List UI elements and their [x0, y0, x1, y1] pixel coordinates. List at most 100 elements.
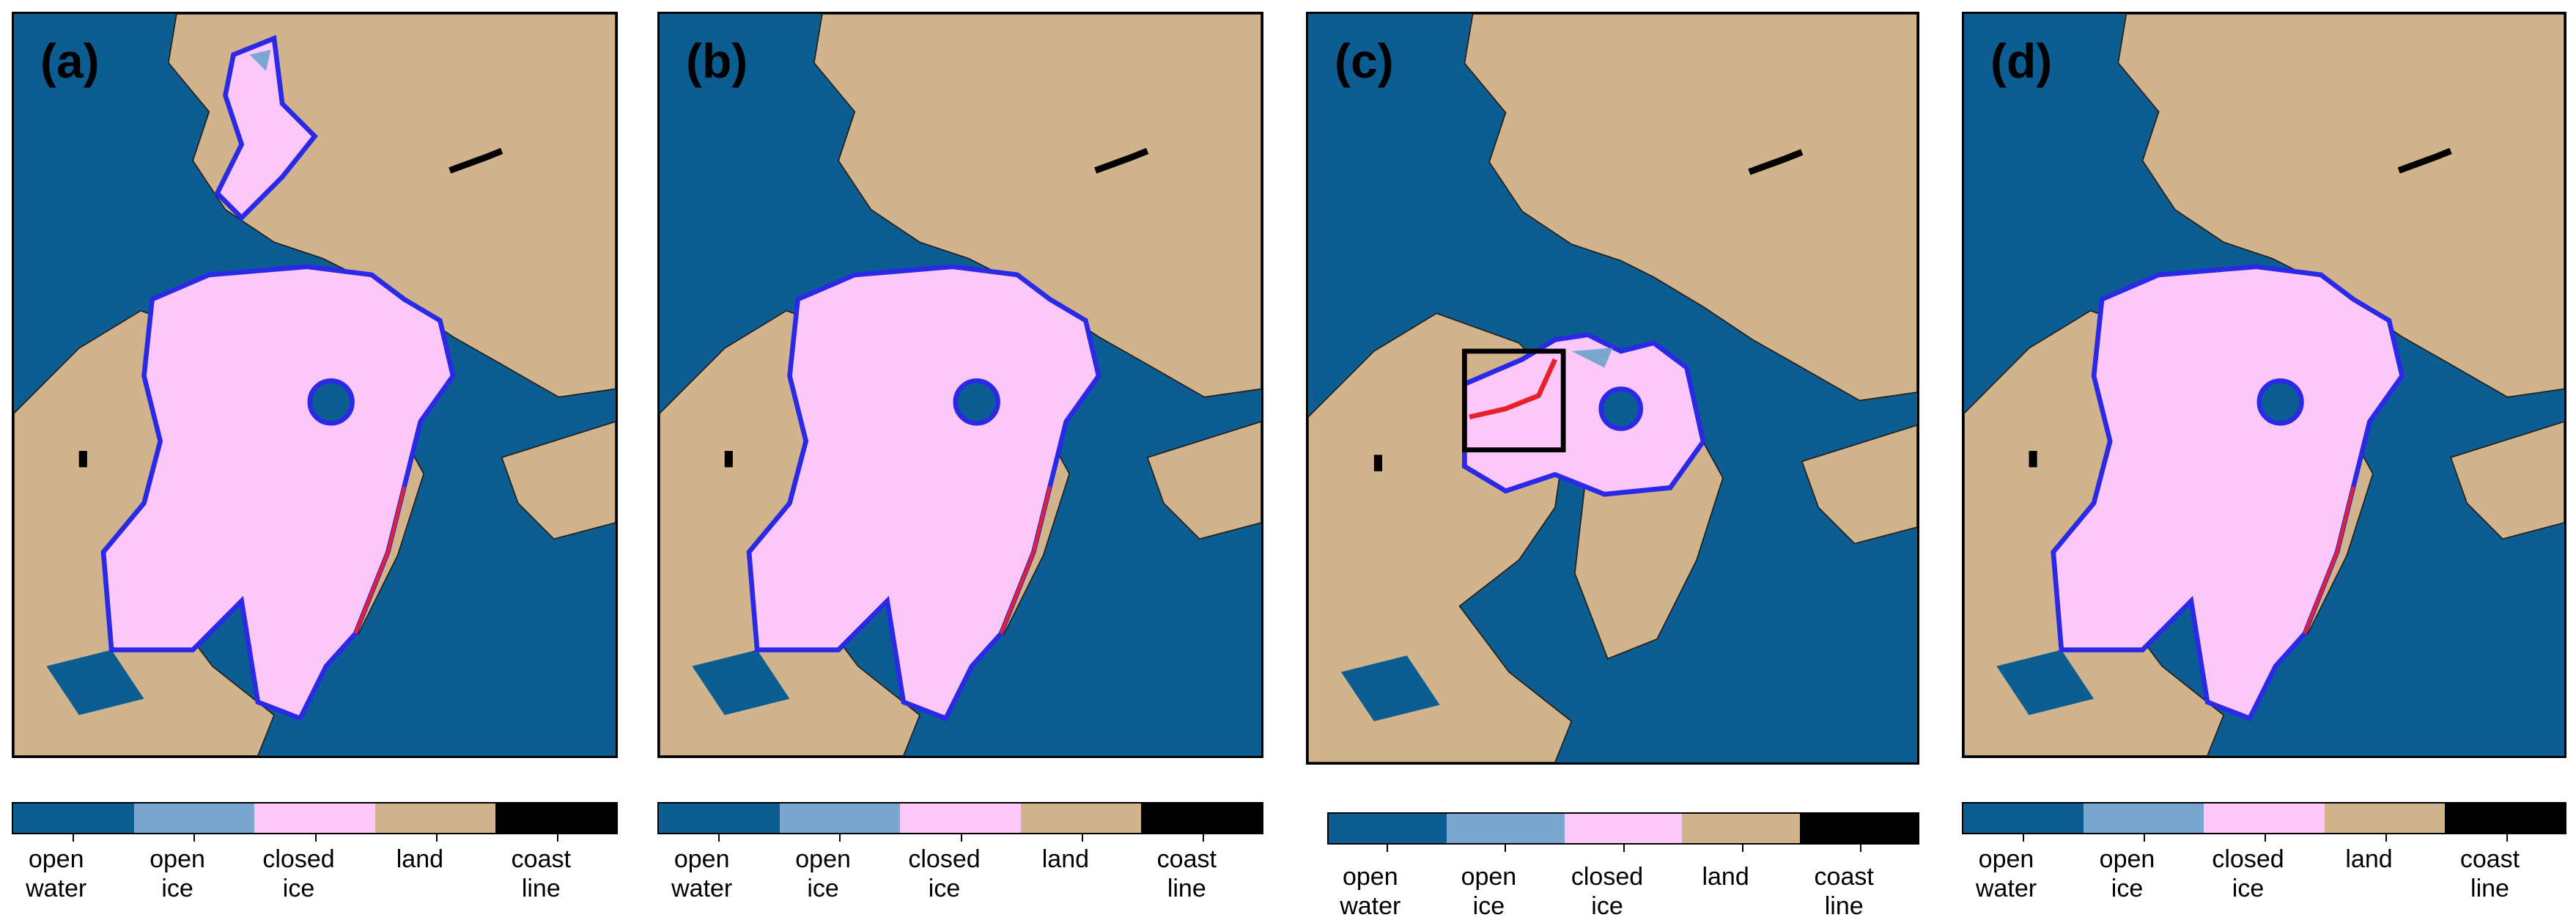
- colorbar-tick: [2143, 834, 2145, 842]
- legend-label: land: [2311, 845, 2428, 874]
- legend-label-line: open: [1461, 863, 1517, 891]
- colorbar-tick: [1203, 834, 1205, 842]
- colorbar-tick: [557, 834, 559, 842]
- colorbar-tick: [1505, 845, 1507, 852]
- map: [14, 14, 616, 756]
- legend-label: closed ice: [1549, 862, 1666, 921]
- legend-label: coast line: [1128, 845, 1245, 903]
- colorbar-swatch: [659, 804, 780, 833]
- colorbar-tick: [960, 834, 962, 842]
- colorbar-tick: [839, 834, 841, 842]
- legend-label: coast line: [2432, 845, 2549, 903]
- panel-label: (d): [1990, 34, 2053, 88]
- legend-label-line: land: [1041, 845, 1090, 873]
- legend-label-line: ice: [1591, 892, 1623, 920]
- legend-label-line: ice: [928, 875, 961, 902]
- legend-label-line: open: [1978, 845, 2034, 873]
- colorbar-tick: [1741, 845, 1743, 852]
- colorbar-tick: [1081, 834, 1083, 842]
- legend-label: open water: [0, 845, 115, 903]
- colorbar-swatch: [2444, 804, 2566, 833]
- colorbar: [1962, 802, 2566, 834]
- legend-label-line: open: [795, 845, 851, 873]
- legend-label: coast line: [1785, 862, 1903, 921]
- legend-label-line: line: [1167, 875, 1206, 902]
- legend-label-line: ice: [282, 875, 315, 902]
- legend-label: closed ice: [240, 845, 358, 903]
- map: [1308, 14, 1917, 762]
- map-panel: (c): [1306, 12, 1919, 765]
- legend-label-line: water: [1975, 875, 2037, 902]
- colorbar-tick: [1386, 845, 1388, 852]
- legend-label-line: water: [671, 875, 733, 902]
- legend-label: open ice: [119, 845, 236, 903]
- colorbar-tick: [435, 834, 438, 842]
- legend-label-line: ice: [1472, 892, 1505, 920]
- colorbar-tick: [2264, 834, 2266, 842]
- colorbar-tick: [2506, 834, 2508, 842]
- colorbar-tick: [1623, 845, 1625, 852]
- legend-label-line: ice: [2232, 875, 2265, 902]
- colorbar-swatch: [1963, 804, 2084, 833]
- legend-label: open ice: [2069, 845, 2186, 903]
- legend-label-line: closed: [262, 845, 335, 873]
- legend-label-line: closed: [2212, 845, 2284, 873]
- colorbar-tick: [717, 834, 720, 842]
- colorbar-swatch: [1446, 814, 1565, 843]
- ice-big: [749, 267, 1099, 718]
- legend-label: land: [361, 845, 479, 874]
- colorbar-swatch: [1020, 804, 1142, 833]
- legend-label-line: ice: [2111, 875, 2144, 902]
- legend-label: open water: [1948, 845, 2065, 903]
- colorbar-swatch: [13, 804, 134, 833]
- legend-label: open ice: [1430, 862, 1547, 921]
- panel-label: (b): [686, 34, 748, 88]
- map: [660, 14, 1261, 756]
- colorbar-swatch: [1329, 814, 1447, 843]
- map-panel: (b): [657, 12, 1263, 758]
- legend-label: open ice: [764, 845, 882, 903]
- legend-label-line: water: [26, 875, 87, 902]
- legend-label-line: closed: [908, 845, 981, 873]
- legend-label-line: coast: [1814, 863, 1874, 891]
- colorbar-swatch: [2324, 804, 2445, 833]
- legend-label: land: [1667, 862, 1785, 891]
- legend-label-line: land: [1702, 863, 1749, 891]
- legend-label-line: land: [2345, 845, 2393, 873]
- colorbar-tick: [193, 834, 196, 842]
- colorbar-swatch: [1141, 804, 1262, 833]
- map-panel: (d): [1962, 12, 2566, 758]
- colorbar-swatch: [1800, 814, 1918, 843]
- colorbar-swatch: [374, 804, 496, 833]
- legend-label: open water: [1312, 862, 1429, 921]
- legend-label-line: coast: [511, 845, 571, 873]
- colorbar-tick: [72, 834, 74, 842]
- legend-label-line: land: [396, 845, 444, 873]
- colorbar: [1327, 812, 1919, 845]
- legend-label-line: line: [1824, 892, 1864, 920]
- legend-label-line: coast: [1156, 845, 1217, 873]
- legend-label: land: [1007, 845, 1124, 874]
- map: [1964, 14, 2564, 756]
- legend-label-line: open: [1342, 863, 1398, 891]
- colorbar-swatch: [133, 804, 255, 833]
- legend-label-line: open: [150, 845, 205, 873]
- colorbar-swatch: [254, 804, 375, 833]
- legend-label-line: open: [673, 845, 730, 873]
- colorbar-swatch: [1682, 814, 1801, 843]
- legend-label-line: ice: [807, 875, 839, 902]
- legend-label-line: ice: [161, 875, 193, 902]
- legend-label-line: closed: [1571, 863, 1644, 891]
- colorbar-swatch: [2204, 804, 2325, 833]
- legend-label-line: line: [521, 875, 561, 902]
- colorbar-swatch: [2084, 804, 2204, 833]
- ice-big: [103, 267, 453, 718]
- panel-label: (a): [40, 34, 100, 88]
- legend-label-line: open: [28, 845, 84, 873]
- legend-label-line: water: [1340, 892, 1401, 920]
- legend-label: closed ice: [886, 845, 1003, 903]
- legend-label-line: coast: [2459, 845, 2520, 873]
- colorbar-swatch: [900, 804, 1021, 833]
- legend-label: coast line: [482, 845, 599, 903]
